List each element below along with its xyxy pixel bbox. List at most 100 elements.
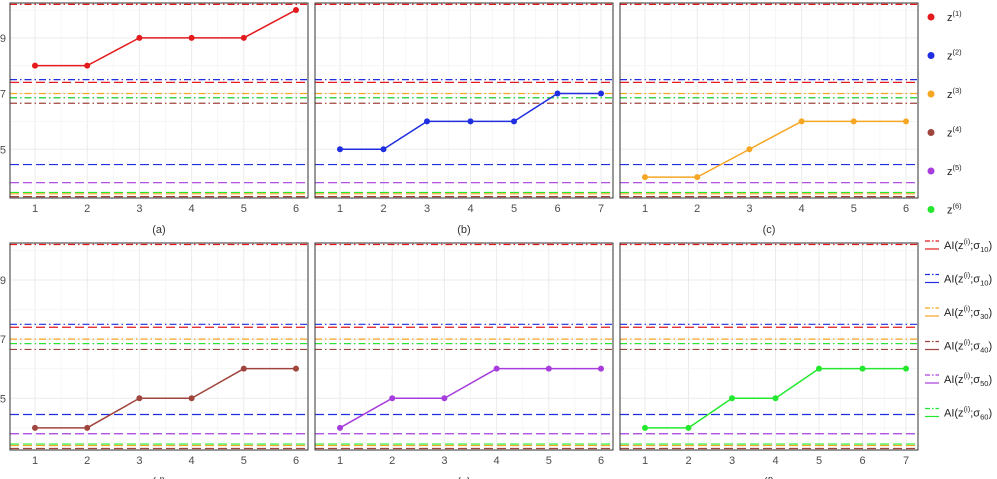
legend-label-superscript: (6) [953,202,963,211]
legend-line-label: AI(z(i);σ10) [944,271,992,288]
legend-label-subscript: 40 [980,346,988,355]
series-line-z1 [35,9,297,67]
x-tick-label: 3 [746,203,752,215]
panel-caption: (f) [764,476,774,479]
legend-label-suffix: ) [988,307,992,319]
legend-label-base: z [947,51,953,63]
panel-border [314,242,614,451]
legend-label-suffix: ) [988,240,992,252]
x-tick-label: 6 [293,203,299,215]
panel-e: 1 2 3 4 5 6 (e) [314,242,614,479]
data-point [850,118,857,125]
legend-point-label: z(1) [947,9,962,24]
legend-label-base: z [947,128,953,140]
data-point [188,395,195,402]
data-point [389,395,396,402]
series-line-z3 [645,120,906,178]
x-tick-label: 6 [293,455,299,467]
series-line-z4 [35,367,296,429]
x-tick-label: 1 [337,455,343,467]
legend-label-subscript: 10 [980,245,988,254]
legend-point-label: z(2) [947,48,962,63]
x-tick-label: 7 [598,203,604,215]
legend-label-superscript: (i) [964,338,971,347]
legend-label-subscript: 10 [980,279,988,288]
legend-point-label: z(4) [947,125,962,140]
data-point [424,118,430,125]
data-point [554,90,561,97]
data-point [240,34,247,41]
legend-line-label: AI(z(i);σ60) [944,405,992,422]
x-tick-label: 3 [424,203,430,215]
data-point [84,424,91,431]
legend-line-label: AI(z(i);σ40) [944,338,992,355]
series-line-z5 [339,367,601,429]
x-tick-label: 1 [337,203,343,215]
legend-label-prefix: AI(z [944,408,964,420]
data-point [337,424,343,431]
data-point [746,146,753,153]
legend: z(1)z(2)z(3)z(4)z(5)z(6)AI(z(i);σ10)AI(z… [925,9,992,422]
legend-label-superscript: (4) [953,125,963,134]
x-tick-label: 2 [389,455,395,467]
x-tick-label: 5 [851,203,857,215]
data-point [293,6,299,13]
legend-point-marker-z2 [927,52,935,59]
data-point [772,395,779,402]
data-point [136,395,143,402]
x-tick-label: 3 [136,455,142,467]
data-point [32,424,38,431]
panel-b: 1 2 3 4 5 6 7 (b) [314,2,614,236]
x-tick-label: 5 [546,455,552,467]
x-tick-label: 4 [799,203,805,215]
panel-caption: (e) [457,476,470,479]
x-tick-label: 4 [494,455,500,467]
panel-border [619,242,919,451]
legend-label-superscript: (5) [953,163,963,172]
x-tick-label: 3 [441,455,447,467]
panel-caption: (c) [763,224,776,236]
legend-label-suffix: ) [988,274,992,286]
x-tick-label: 6 [598,455,604,467]
data-point [859,365,866,372]
x-tick-label: 1 [32,455,38,467]
legend-label-middle: ;σ [970,341,980,353]
legend-point-label: z(6) [947,202,962,217]
y-tick-label: 2.9 [0,275,6,287]
x-tick-label: 6 [903,203,909,215]
x-tick-label: 4 [189,455,195,467]
data-point [642,174,648,181]
legend-label-suffix: ) [988,341,992,353]
data-point [84,62,91,69]
legend-label-superscript: (1) [953,9,963,18]
data-point [798,118,805,125]
legend-label-superscript: (i) [964,304,971,313]
data-point [441,395,448,402]
legend-label-prefix: AI(z [944,240,964,252]
x-tick-label: 2 [685,455,691,467]
y-tick-label: 2.5 [0,144,6,156]
data-point [642,424,648,431]
x-tick-label: 5 [241,203,247,215]
legend-label-superscript: (i) [964,371,971,380]
legend-label-base: z [947,12,953,24]
legend-point-label: z(3) [947,86,962,101]
data-point [188,34,195,41]
legend-label-middle: ;σ [970,307,980,319]
x-tick-label: 6 [859,455,865,467]
panel-border [314,2,614,199]
legend-label-prefix: AI(z [944,274,964,286]
legend-label-subscript: 60 [980,413,988,422]
legend-label-prefix: AI(z [944,341,964,353]
legend-label-superscript: (3) [953,86,963,95]
legend-point-marker-z4 [927,129,935,136]
legend-label-base: z [947,166,953,178]
legend-label-subscript: 50 [980,379,988,388]
data-point [337,146,343,153]
panel-c: 1 2 3 4 5 6 (c) [619,2,919,236]
panel-d: 1 2 3 4 5 6 2.5 2.7 2.9 (d) [0,242,309,479]
x-tick-label: 1 [642,203,648,215]
legend-point-marker-z5 [927,167,935,175]
legend-label-middle: ;σ [970,374,980,386]
